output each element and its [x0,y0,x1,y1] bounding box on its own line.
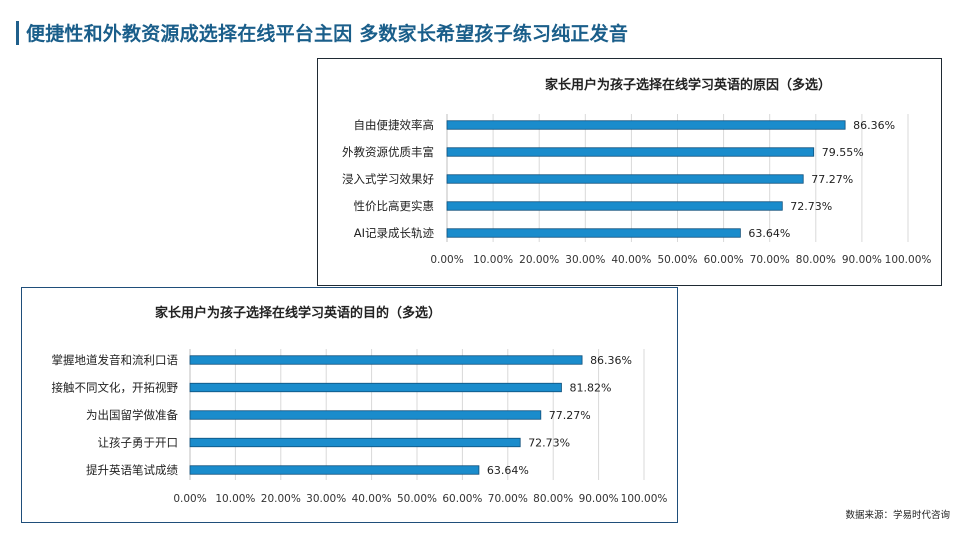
value-label: 72.73% [528,437,570,450]
x-tick-label: 80.00% [533,493,573,505]
x-tick-label: 70.00% [488,493,528,505]
x-tick-label: 50.00% [657,254,697,266]
x-tick-label: 100.00% [621,493,668,505]
bar [189,410,542,420]
category-label: 掌握地道发音和流利口语 [52,353,179,367]
x-tick-label: 20.00% [261,493,301,505]
category-label: AI记录成长轨迹 [354,226,435,240]
x-tick-label: 40.00% [611,254,651,266]
bar [446,120,846,130]
x-tick-label: 30.00% [306,493,346,505]
bar [189,465,480,475]
bar [189,355,583,365]
value-label: 63.64% [748,227,790,240]
value-label: 86.36% [590,354,632,367]
category-label: 为出国留学做准备 [86,408,178,422]
category-label: 提升英语笔试成绩 [86,463,178,477]
x-tick-label: 10.00% [215,493,255,505]
reasons-chart: 家长用户为孩子选择在线学习英语的原因（多选） 0.00% 10.00% 20.00% 3… [342,77,932,266]
x-tick-label: 90.00% [579,493,619,505]
data-source: 数据来源：学易时代咨询 [845,510,950,521]
bar [189,437,521,448]
x-tick-label: 50.00% [397,493,437,505]
category-label: 外教资源优质丰富 [342,145,434,159]
chart-title: 家长用户为孩子选择在线学习英语的原因（多选） [545,77,831,93]
value-label: 79.55% [822,146,864,159]
reasons-chart-panel: 家长用户为孩子选择在线学习英语的原因（多选） 0.00% 10.00% 20.00% 3… [317,58,942,286]
category-label: 性价比高更实惠 [354,199,435,213]
x-tick-label: 80.00% [796,254,836,266]
bar [446,147,815,157]
title-accent-bar [16,21,19,45]
purposes-chart-panel: 家长用户为孩子选择在线学习英语的目的（多选） 0.00% 10.00% 20.00% 3… [21,287,678,523]
value-label: 77.27% [549,409,591,422]
bar [446,201,783,211]
value-label: 77.27% [811,173,853,186]
value-label: 86.36% [853,119,895,132]
category-label: 自由便捷效率高 [354,118,435,132]
page-title: 便捷性和外教资源成选择在线平台主因 多数家长希望孩子练习纯正发音 [26,23,629,45]
x-tick-label: 60.00% [704,254,744,266]
x-tick-label: 90.00% [842,254,882,266]
category-label: 接触不同文化，开拓视野 [52,381,179,395]
bar [446,174,804,184]
x-tick-label: 60.00% [442,493,482,505]
purposes-chart: 家长用户为孩子选择在线学习英语的目的（多选） 0.00% 10.00% 20.00% 3… [52,305,668,505]
bar [446,228,741,238]
x-tick-label: 0.00% [430,254,463,266]
x-tick-label: 70.00% [750,254,790,266]
bar [189,382,562,393]
x-tick-label: 20.00% [519,254,559,266]
x-tick-label: 10.00% [473,254,513,266]
value-label: 72.73% [790,200,832,213]
x-tick-label: 0.00% [173,493,206,505]
x-tick-label: 100.00% [885,254,932,266]
value-label: 63.64% [487,464,529,477]
value-label: 81.82% [569,382,611,395]
chart-title: 家长用户为孩子选择在线学习英语的目的（多选） [155,305,441,321]
x-tick-label: 40.00% [352,493,392,505]
category-label: 让孩子勇于开口 [98,436,179,450]
category-label: 浸入式学习效果好 [342,172,434,186]
x-tick-label: 30.00% [565,254,605,266]
